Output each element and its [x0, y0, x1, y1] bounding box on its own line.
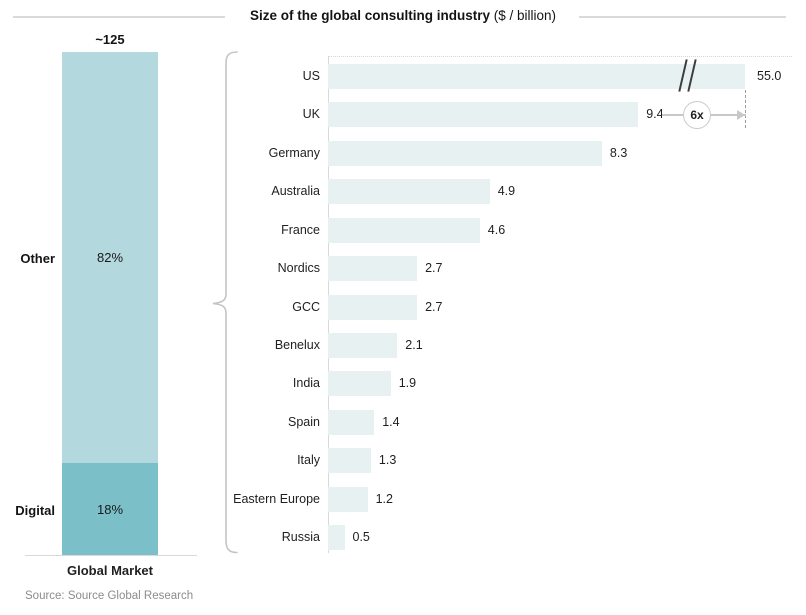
value-label: 9.4 — [646, 107, 664, 122]
value-label: 2.7 — [425, 261, 443, 276]
category-label: US — [302, 69, 320, 83]
bar — [328, 371, 391, 397]
plot-top-gridline — [328, 56, 792, 57]
category-label: Nordics — [277, 261, 320, 276]
stacked-segment-other: 82% — [62, 52, 158, 463]
stacked-axis-baseline — [25, 555, 197, 556]
grouping-brace — [212, 51, 238, 554]
category-label: Russia — [281, 530, 320, 544]
chart-title-main: Size of the global consulting industry — [249, 8, 490, 23]
bar — [328, 486, 368, 512]
bar — [328, 217, 480, 243]
value-label: 2.1 — [405, 337, 423, 352]
bar — [328, 332, 398, 358]
title-divider-left — [13, 16, 225, 18]
bar — [328, 294, 418, 320]
value-label: 8.3 — [609, 145, 628, 160]
country-bar-chart: US 55.0 UK 9.4 Germany 8.3 Australia 4.9 France 4… — [226, 45, 806, 570]
multiplier-label: 6x — [690, 108, 704, 122]
category-label: Germany — [268, 145, 320, 160]
value-label: 1.4 — [382, 414, 400, 429]
bar — [328, 102, 639, 128]
segment-label-other: Other — [20, 251, 55, 266]
bar — [328, 256, 418, 282]
category-label: Eastern Europe — [233, 491, 320, 506]
segment-value-digital: 18% — [96, 501, 124, 517]
multiplier-badge: 6x — [683, 101, 711, 129]
value-label: 0.5 — [352, 530, 370, 544]
stacked-x-axis-label: Global Market — [67, 563, 153, 578]
bar — [328, 448, 371, 474]
category-label: Australia — [271, 184, 320, 199]
category-label: Spain — [288, 414, 320, 429]
segment-value-other: 82% — [96, 250, 124, 265]
bar — [328, 409, 375, 435]
stacked-total-label: ~125 — [95, 32, 125, 47]
us-value-dashed-dropline — [745, 90, 746, 128]
bar — [328, 64, 745, 89]
bar — [328, 179, 490, 205]
chart-title-unit: ($ / billion) — [489, 8, 557, 23]
stacked-segment-digital: 18% — [62, 463, 158, 555]
category-label: GCC — [292, 299, 320, 314]
value-label: 2.7 — [425, 299, 443, 314]
title-divider-right — [579, 16, 786, 18]
source-note: Source: Source Global Research — [25, 590, 194, 602]
value-label: 55.0 — [757, 69, 782, 83]
value-label: 4.9 — [497, 184, 516, 199]
category-label: UK — [302, 107, 320, 122]
category-label: Italy — [297, 453, 320, 468]
category-label: France — [281, 222, 320, 237]
value-label: 4.6 — [487, 222, 506, 237]
value-label: 1.3 — [378, 453, 397, 468]
bar — [328, 140, 602, 166]
chart-title: Size of the global consulting industry (… — [0, 8, 806, 23]
arrow-right-icon — [737, 110, 745, 120]
segment-label-digital: Digital — [15, 503, 55, 518]
value-label: 1.2 — [375, 491, 393, 506]
value-label: 1.9 — [398, 376, 417, 391]
bar — [328, 525, 345, 550]
category-label: Benelux — [274, 337, 320, 352]
category-label: India — [292, 376, 320, 391]
